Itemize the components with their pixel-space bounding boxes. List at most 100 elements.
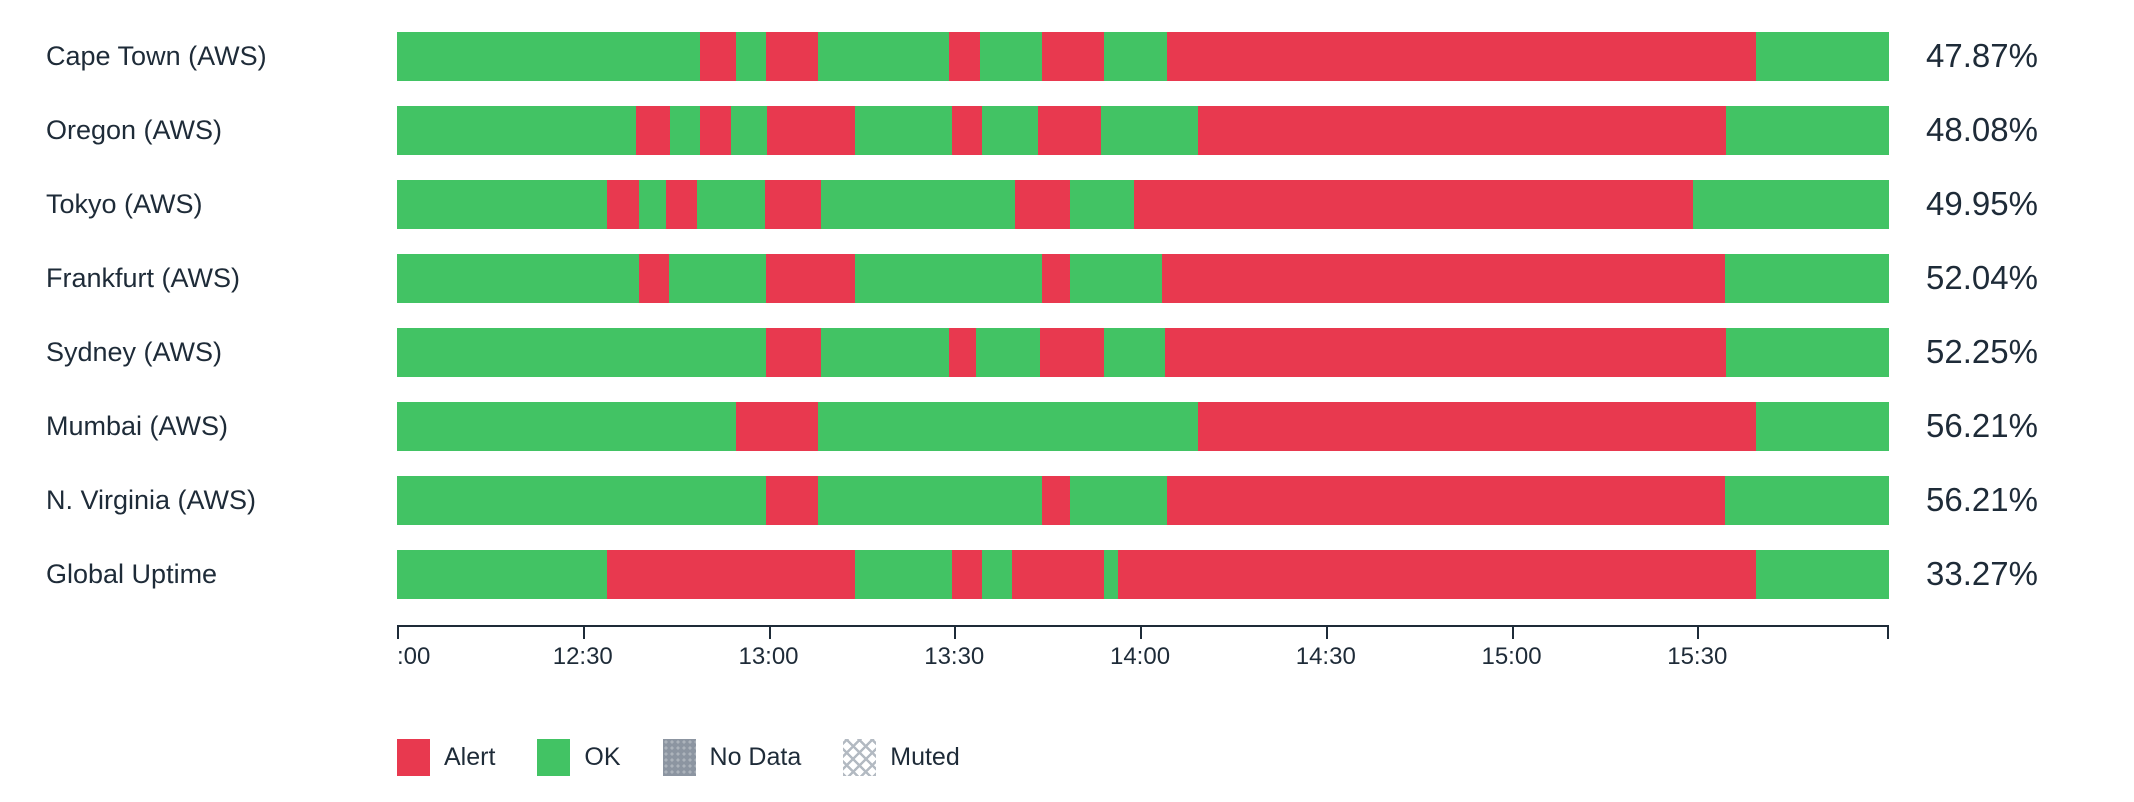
axis-end-tick (1887, 627, 1889, 639)
uptime-value: 47.87% (1926, 37, 2038, 74)
bar-segment-alert[interactable] (949, 31, 981, 81)
bar-segment-ok[interactable] (980, 31, 1042, 81)
bar-segment-alert[interactable] (765, 475, 818, 525)
bar-segment-alert[interactable] (1198, 401, 1757, 451)
bar-segment-ok[interactable] (1104, 549, 1118, 599)
axis-tick-label: 15:00 (1481, 643, 1542, 670)
bar-segment-ok[interactable] (731, 105, 767, 155)
bar-segment-alert[interactable] (1038, 105, 1102, 155)
bar-segment-alert[interactable] (1011, 549, 1105, 599)
bar-segment-ok[interactable] (1069, 253, 1163, 303)
bar-segment-ok[interactable] (397, 179, 608, 229)
bar-segment-alert[interactable] (607, 179, 639, 229)
bar-segment-ok[interactable] (855, 549, 952, 599)
bar-segment-alert[interactable] (1041, 31, 1105, 81)
legend-item[interactable]: Alert (397, 739, 495, 776)
bar-segment-ok[interactable] (1756, 31, 1889, 81)
status-bar (397, 105, 1889, 155)
bar-segment-ok[interactable] (668, 253, 766, 303)
bar-segment-ok[interactable] (855, 253, 1042, 303)
legend: Alert OK No Data Muted (397, 739, 2134, 776)
bar-segment-ok[interactable] (397, 475, 766, 525)
bar-segment-ok[interactable] (1724, 475, 1889, 525)
legend-item[interactable]: OK (537, 739, 621, 776)
row-label: N. Virginia (AWS) (46, 484, 257, 515)
axis-tick (582, 627, 585, 639)
bar-segment-alert[interactable] (949, 327, 976, 377)
bar-segment-ok[interactable] (397, 327, 766, 377)
bar-segment-alert[interactable] (635, 105, 671, 155)
axis-tick (397, 627, 399, 639)
legend-item[interactable]: Muted (843, 739, 960, 776)
status-row: Global Uptime 33.27% (0, 537, 2134, 611)
axis-tick (1511, 627, 1514, 639)
bar-segment-alert[interactable] (607, 549, 856, 599)
bar-segment-alert[interactable] (1040, 327, 1105, 377)
row-label: Sydney (AWS) (46, 336, 223, 367)
bar-segment-ok[interactable] (397, 31, 700, 81)
bar-segment-ok[interactable] (670, 105, 700, 155)
uptime-value: 48.08% (1926, 111, 2038, 148)
bar-segment-ok[interactable] (397, 253, 639, 303)
legend-item[interactable]: No Data (662, 739, 802, 776)
status-row: N. Virginia (AWS) 56.21% (0, 463, 2134, 537)
bar-segment-alert[interactable] (765, 253, 856, 303)
bar-segment-ok[interactable] (1069, 179, 1134, 229)
bar-segment-ok[interactable] (975, 327, 1040, 377)
status-bar (397, 401, 1889, 451)
bar-segment-alert[interactable] (735, 401, 818, 451)
bar-segment-alert[interactable] (665, 179, 697, 229)
bar-segment-alert[interactable] (1041, 253, 1070, 303)
bar-segment-ok[interactable] (817, 475, 1042, 525)
bar-segment-alert[interactable] (952, 549, 982, 599)
bar-segment-alert[interactable] (765, 327, 821, 377)
bar-segment-ok[interactable] (1069, 475, 1167, 525)
bar-segment-ok[interactable] (397, 401, 736, 451)
bar-segment-ok[interactable] (1724, 253, 1889, 303)
bar-segment-ok[interactable] (820, 327, 950, 377)
bar-segment-ok[interactable] (820, 179, 1015, 229)
legend-label: No Data (709, 743, 802, 771)
bar-segment-alert[interactable] (951, 105, 982, 155)
bar-segment-ok[interactable] (1104, 327, 1166, 377)
bar-segment-ok[interactable] (735, 31, 766, 81)
bar-segment-ok[interactable] (696, 179, 766, 229)
axis-tick-label: 12:30 (552, 643, 613, 670)
bar-segment-ok[interactable] (1101, 105, 1199, 155)
bar-segment-alert[interactable] (1117, 549, 1757, 599)
bar-segment-alert[interactable] (1014, 179, 1070, 229)
bar-segment-ok[interactable] (397, 105, 636, 155)
axis-tick-label: 15:30 (1667, 643, 1728, 670)
bar-segment-ok[interactable] (1756, 401, 1889, 451)
bar-segment-ok[interactable] (1726, 105, 1889, 155)
bar-segment-alert[interactable] (766, 105, 855, 155)
bar-segment-ok[interactable] (1693, 179, 1889, 229)
bar-segment-alert[interactable] (1041, 475, 1070, 525)
bar-segment-ok[interactable] (397, 549, 608, 599)
bar-segment-ok[interactable] (1756, 549, 1889, 599)
bar-segment-ok[interactable] (1726, 327, 1889, 377)
bar-segment-alert[interactable] (1198, 105, 1727, 155)
bar-segment-ok[interactable] (638, 179, 666, 229)
bar-segment-alert[interactable] (1166, 31, 1757, 81)
bar-segment-alert[interactable] (1165, 327, 1727, 377)
bar-segment-ok[interactable] (1104, 31, 1167, 81)
bar-segment-ok[interactable] (981, 549, 1012, 599)
bar-segment-alert[interactable] (765, 31, 818, 81)
axis-tick (768, 627, 771, 639)
bar-segment-alert[interactable] (638, 253, 669, 303)
bar-segment-alert[interactable] (1162, 253, 1725, 303)
bar-segment-alert[interactable] (765, 179, 821, 229)
bar-segment-alert[interactable] (1166, 475, 1725, 525)
bar-segment-ok[interactable] (855, 105, 952, 155)
bar-segment-ok[interactable] (817, 401, 1199, 451)
bar-segment-alert[interactable] (699, 105, 732, 155)
bar-segment-ok[interactable] (817, 31, 949, 81)
bar-segment-alert[interactable] (1133, 179, 1694, 229)
bar-segment-alert[interactable] (699, 31, 736, 81)
status-row: Cape Town (AWS) 47.87% (0, 19, 2134, 93)
uptime-value: 56.21% (1926, 407, 2038, 444)
bar-segment-ok[interactable] (981, 105, 1039, 155)
status-row: Sydney (AWS) 52.25% (0, 315, 2134, 389)
status-bar (397, 179, 1889, 229)
